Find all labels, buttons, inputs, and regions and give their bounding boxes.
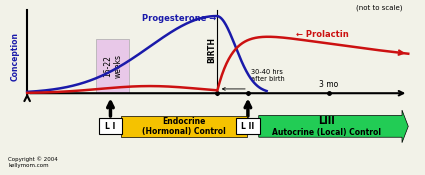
FancyBboxPatch shape bbox=[99, 118, 122, 134]
Text: Progesterone →: Progesterone → bbox=[142, 14, 216, 23]
Text: 16-22
weeks: 16-22 weeks bbox=[103, 54, 122, 78]
Text: (not to scale): (not to scale) bbox=[355, 5, 402, 11]
Text: Conception: Conception bbox=[11, 32, 20, 80]
FancyBboxPatch shape bbox=[96, 39, 129, 93]
FancyBboxPatch shape bbox=[236, 118, 260, 134]
Text: Copyright © 2004
kellymom.com: Copyright © 2004 kellymom.com bbox=[8, 156, 58, 168]
Bar bbox=[121, 116, 247, 137]
Text: 3 mo: 3 mo bbox=[320, 80, 339, 89]
Text: L II: L II bbox=[241, 122, 255, 131]
Text: LIII: LIII bbox=[318, 116, 334, 126]
Text: Autocrine (Local) Control: Autocrine (Local) Control bbox=[272, 128, 381, 137]
Text: BIRTH: BIRTH bbox=[207, 37, 216, 63]
Polygon shape bbox=[259, 110, 408, 143]
Text: ← Prolactin: ← Prolactin bbox=[296, 30, 348, 39]
Text: Endocrine
(Hormonal) Control: Endocrine (Hormonal) Control bbox=[142, 117, 226, 136]
Text: 30-40 hrs
after birth: 30-40 hrs after birth bbox=[251, 69, 285, 82]
Text: L I: L I bbox=[105, 122, 116, 131]
